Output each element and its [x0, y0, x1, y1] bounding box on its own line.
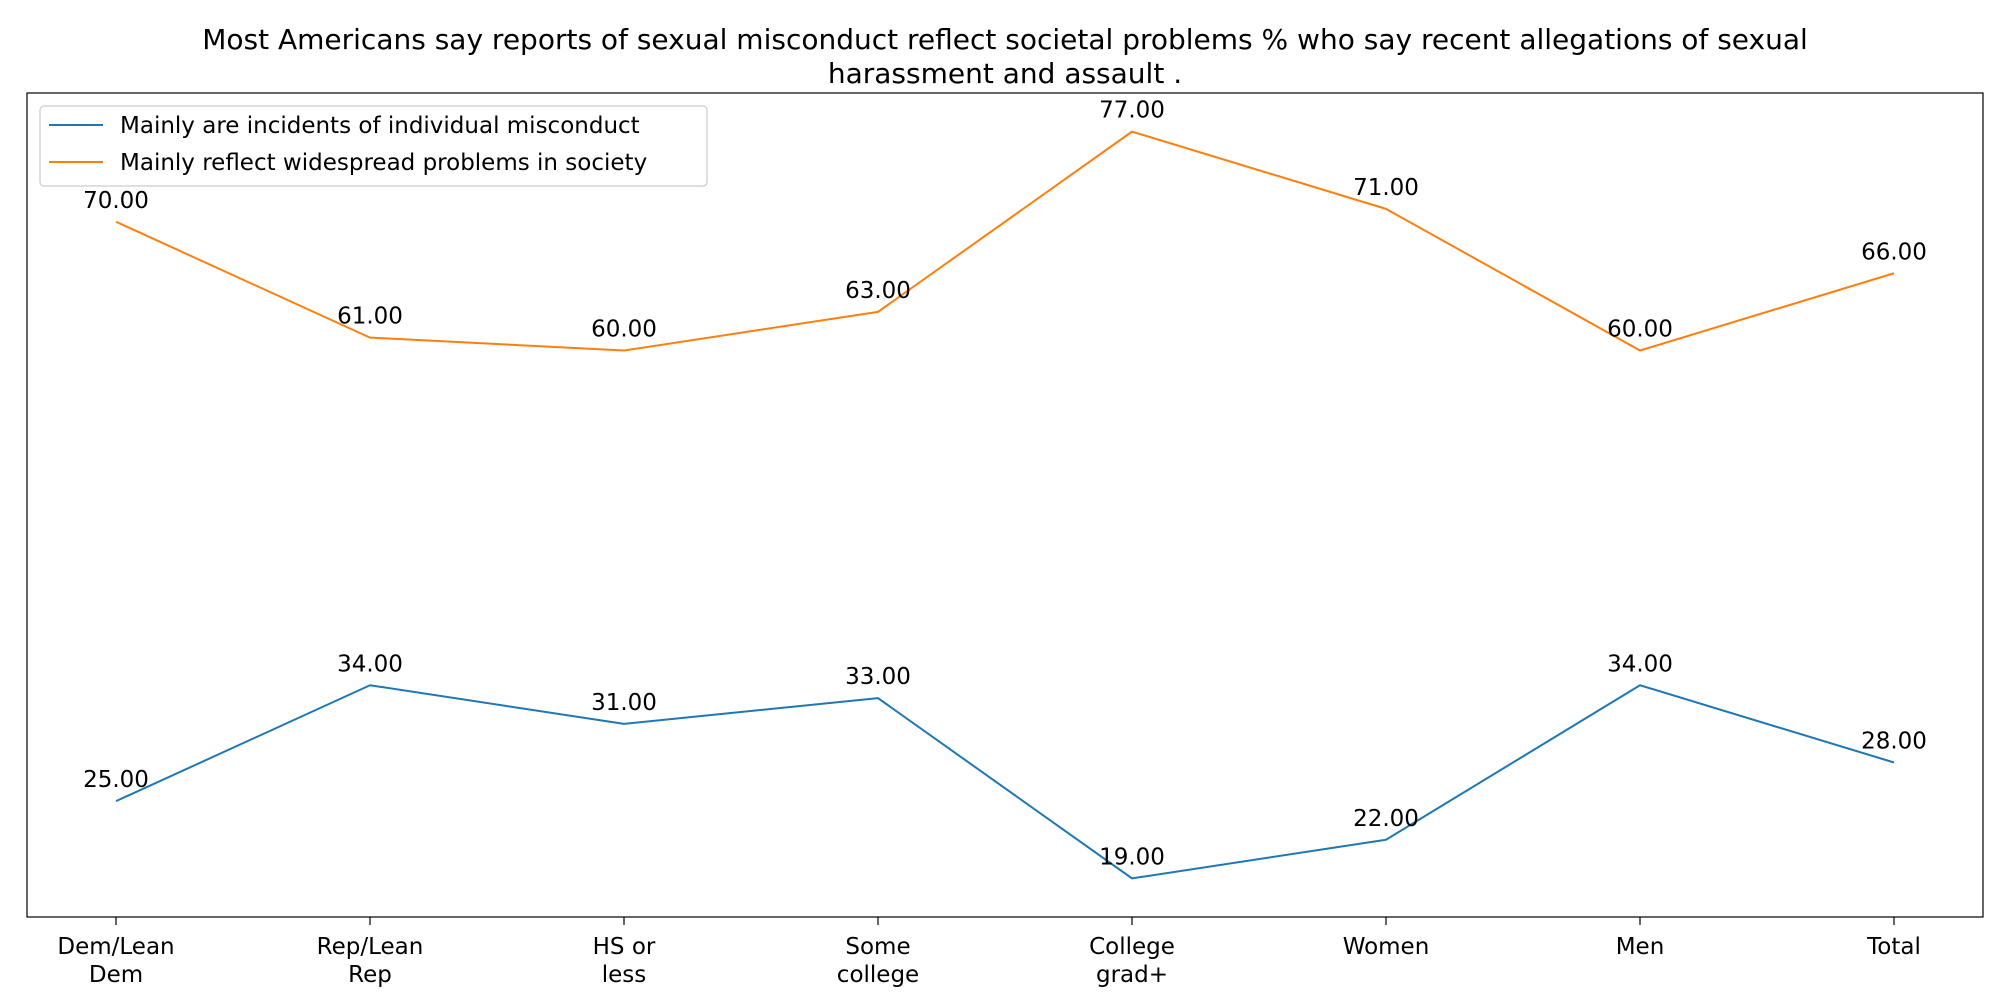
data-label: 70.00 — [83, 188, 149, 214]
plot-area-frame — [26, 92, 1984, 918]
data-label: 34.00 — [1607, 651, 1673, 677]
legend: Mainly are incidents of individual misco… — [39, 105, 708, 187]
x-tick-label: grad+ — [1096, 962, 1168, 988]
data-label: 63.00 — [845, 278, 911, 304]
data-label: 22.00 — [1353, 806, 1419, 832]
data-labels-layer: 25.00 34.00 31.00 33.00 19.00 22.00 34.00 28.00… — [83, 98, 1927, 871]
x-tick-label: Men — [1616, 934, 1665, 960]
legend-label: Mainly are incidents of individual misco… — [120, 113, 640, 139]
data-label: 60.00 — [591, 317, 657, 343]
legend-label: Mainly reflect widespread problems in so… — [120, 150, 647, 176]
chart-title-line: harassment and assault . — [828, 57, 1182, 90]
x-tick-label: Total — [1866, 934, 1921, 960]
x-tick-label: College — [1089, 934, 1175, 960]
data-label: 33.00 — [845, 664, 911, 690]
data-label: 71.00 — [1353, 175, 1419, 201]
data-label: 28.00 — [1861, 729, 1927, 755]
data-label: 61.00 — [337, 304, 403, 330]
x-tick-label: less — [602, 962, 647, 988]
x-tick-label: Some — [845, 934, 910, 960]
x-tick-label: Dem/Lean — [57, 934, 174, 960]
x-tick-label: HS or — [593, 934, 656, 960]
x-tick-label: Rep — [348, 962, 392, 988]
series-line-1 — [115, 684, 1895, 880]
chart-title-line: Most Americans say reports of sexual mis… — [202, 23, 1808, 56]
data-label: 31.00 — [591, 690, 657, 716]
data-label: 25.00 — [83, 767, 149, 793]
data-label: 60.00 — [1607, 317, 1673, 343]
series-line-2 — [115, 130, 1895, 352]
x-tick-label: Rep/Lean — [317, 934, 424, 960]
x-tick-label: Dem — [89, 962, 143, 988]
data-label: 66.00 — [1861, 239, 1927, 265]
legend-box — [39, 105, 708, 187]
x-tick-label: college — [837, 962, 919, 988]
chart-title: Most Americans say reports of sexual mis… — [202, 23, 1808, 90]
data-label: 34.00 — [337, 651, 403, 677]
data-label: 77.00 — [1099, 98, 1165, 124]
series-layer — [115, 130, 1895, 880]
data-label: 19.00 — [1099, 844, 1165, 870]
x-tick-label: Women — [1343, 934, 1430, 960]
